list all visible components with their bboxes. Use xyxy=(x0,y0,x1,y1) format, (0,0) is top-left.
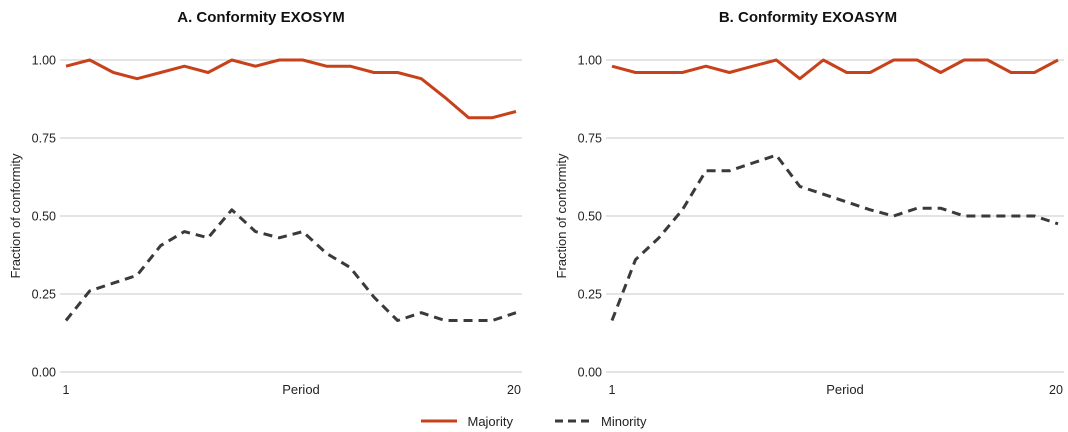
y-tick-label: 0.25 xyxy=(32,288,56,302)
x-axis-label: Period xyxy=(282,382,320,397)
y-tick-label: 0.50 xyxy=(578,210,602,224)
y-tick-label: 1.00 xyxy=(578,54,602,68)
y-tick-label: 0.00 xyxy=(578,366,602,380)
panel-title: A. Conformity EXOSYM xyxy=(177,9,345,26)
panel-a: A. Conformity EXOSYM 0.00 0.25 0.50 0.75 1.00… xyxy=(8,9,522,397)
y-tick-label: 0.75 xyxy=(32,132,56,146)
y-axis-label: Fraction of conformity xyxy=(8,153,23,278)
series-line-majority xyxy=(611,58,1059,81)
legend-swatch-minority xyxy=(555,419,591,423)
legend-swatch-majority xyxy=(421,419,458,423)
legend-label-minority: Minority xyxy=(601,413,647,429)
x-axis-label: Period xyxy=(826,382,864,397)
y-axis-label: Fraction of conformity xyxy=(554,153,569,278)
legend: Majority Minority xyxy=(0,410,1068,432)
chart-canvas: A. Conformity EXOSYM 0.00 0.25 0.50 0.75 1.00… xyxy=(8,9,1064,397)
panel-title: B. Conformity EXOASYM xyxy=(719,9,897,26)
x-tick-label: 1 xyxy=(63,383,70,397)
series-line-minority xyxy=(64,208,517,322)
y-tick-label: 0.00 xyxy=(32,366,56,380)
y-tick-label: 1.00 xyxy=(32,54,56,68)
y-tick-label: 0.75 xyxy=(578,132,602,146)
series-line-majority xyxy=(65,58,517,120)
x-tick-label: 20 xyxy=(507,383,521,397)
legend-item-minority: Minority xyxy=(555,414,647,429)
panel-b: B. Conformity EXOASYM 0.00 0.25 0.50 0.75 1.0… xyxy=(554,9,1064,397)
legend-item-majority: Majority xyxy=(421,414,513,429)
x-tick-label: 20 xyxy=(1049,383,1063,397)
y-tick-label: 0.25 xyxy=(578,288,602,302)
y-tick-label: 0.50 xyxy=(32,210,56,224)
series-line-minority xyxy=(610,153,1059,322)
x-tick-label: 1 xyxy=(609,383,616,397)
legend-label-majority: Majority xyxy=(467,413,513,429)
